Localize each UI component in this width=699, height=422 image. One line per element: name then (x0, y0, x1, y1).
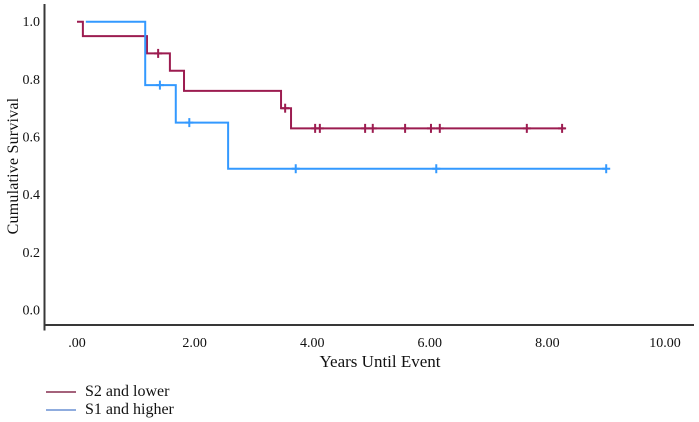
y-tick-label: 0.2 (23, 246, 41, 261)
legend-item-s1-and-higher: S1 and higher (46, 401, 174, 418)
legend-line-swatch-s1 (46, 409, 76, 411)
y-tick-label: 0.4 (23, 188, 41, 203)
legend-item-s2-and-lower: S2 and lower (46, 383, 174, 400)
legend-label: S1 and higher (85, 401, 174, 418)
x-tick-label: .00 (68, 336, 86, 351)
x-tick-label: 10.00 (649, 336, 681, 351)
x-tick-label: 2.00 (182, 336, 207, 351)
x-axis-title: Years Until Event (319, 352, 441, 371)
y-tick-label: 0.6 (23, 131, 41, 146)
x-tick-label: 6.00 (418, 336, 443, 351)
y-axis-title: Cumulative Survival (5, 97, 22, 235)
legend-label: S2 and lower (85, 383, 170, 400)
y-tick-label: 1.0 (23, 15, 41, 30)
legend-line-swatch-s2 (46, 391, 76, 393)
survival-curve-s1-and-higher (85, 20, 607, 170)
x-tick-label: 8.00 (535, 336, 560, 351)
y-tick-label: 0.0 (23, 304, 41, 319)
survival-curve-s2-and-lower (77, 20, 566, 130)
legend: S2 and lower S1 and higher (46, 383, 174, 418)
y-tick-label: 0.8 (23, 73, 41, 88)
x-tick-label: 4.00 (300, 336, 325, 351)
